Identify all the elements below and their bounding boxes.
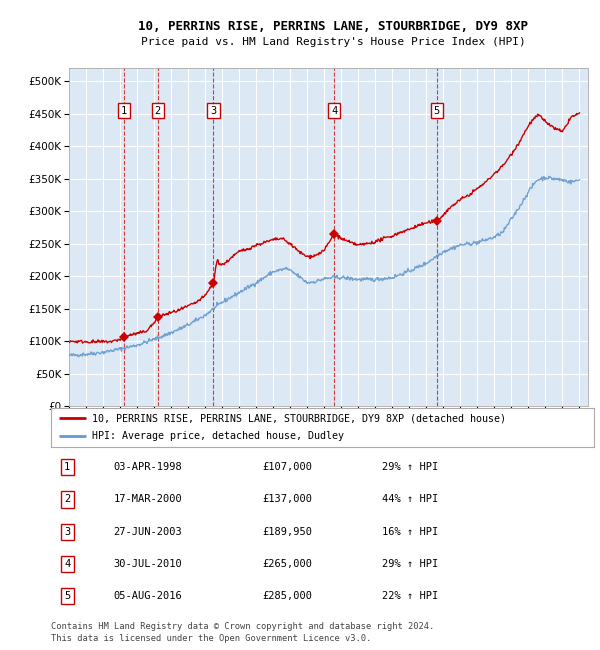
Text: £189,950: £189,950 xyxy=(263,526,313,537)
Text: 22% ↑ HPI: 22% ↑ HPI xyxy=(382,592,439,601)
Text: 30-JUL-2010: 30-JUL-2010 xyxy=(113,559,182,569)
Text: £107,000: £107,000 xyxy=(263,462,313,472)
Text: 03-APR-1998: 03-APR-1998 xyxy=(113,462,182,472)
Text: 29% ↑ HPI: 29% ↑ HPI xyxy=(382,462,439,472)
Text: 10, PERRINS RISE, PERRINS LANE, STOURBRIDGE, DY9 8XP: 10, PERRINS RISE, PERRINS LANE, STOURBRI… xyxy=(138,20,528,32)
Text: This data is licensed under the Open Government Licence v3.0.: This data is licensed under the Open Gov… xyxy=(51,634,371,643)
Text: 1: 1 xyxy=(121,105,127,116)
Text: £265,000: £265,000 xyxy=(263,559,313,569)
Text: Price paid vs. HM Land Registry's House Price Index (HPI): Price paid vs. HM Land Registry's House … xyxy=(140,37,526,47)
Text: 2: 2 xyxy=(64,495,70,504)
Text: 27-JUN-2003: 27-JUN-2003 xyxy=(113,526,182,537)
Text: 17-MAR-2000: 17-MAR-2000 xyxy=(113,495,182,504)
Text: 5: 5 xyxy=(433,105,440,116)
Text: 4: 4 xyxy=(331,105,337,116)
Text: 05-AUG-2016: 05-AUG-2016 xyxy=(113,592,182,601)
Text: 2: 2 xyxy=(155,105,161,116)
Text: HPI: Average price, detached house, Dudley: HPI: Average price, detached house, Dudl… xyxy=(92,432,344,441)
Text: 16% ↑ HPI: 16% ↑ HPI xyxy=(382,526,439,537)
Text: £137,000: £137,000 xyxy=(263,495,313,504)
Text: 10, PERRINS RISE, PERRINS LANE, STOURBRIDGE, DY9 8XP (detached house): 10, PERRINS RISE, PERRINS LANE, STOURBRI… xyxy=(92,413,506,423)
Text: 5: 5 xyxy=(64,592,70,601)
Text: 44% ↑ HPI: 44% ↑ HPI xyxy=(382,495,439,504)
Text: 29% ↑ HPI: 29% ↑ HPI xyxy=(382,559,439,569)
Text: 1: 1 xyxy=(64,462,70,472)
Text: £285,000: £285,000 xyxy=(263,592,313,601)
Text: 3: 3 xyxy=(64,526,70,537)
Text: Contains HM Land Registry data © Crown copyright and database right 2024.: Contains HM Land Registry data © Crown c… xyxy=(51,622,434,631)
Text: 4: 4 xyxy=(64,559,70,569)
Text: 3: 3 xyxy=(211,105,217,116)
